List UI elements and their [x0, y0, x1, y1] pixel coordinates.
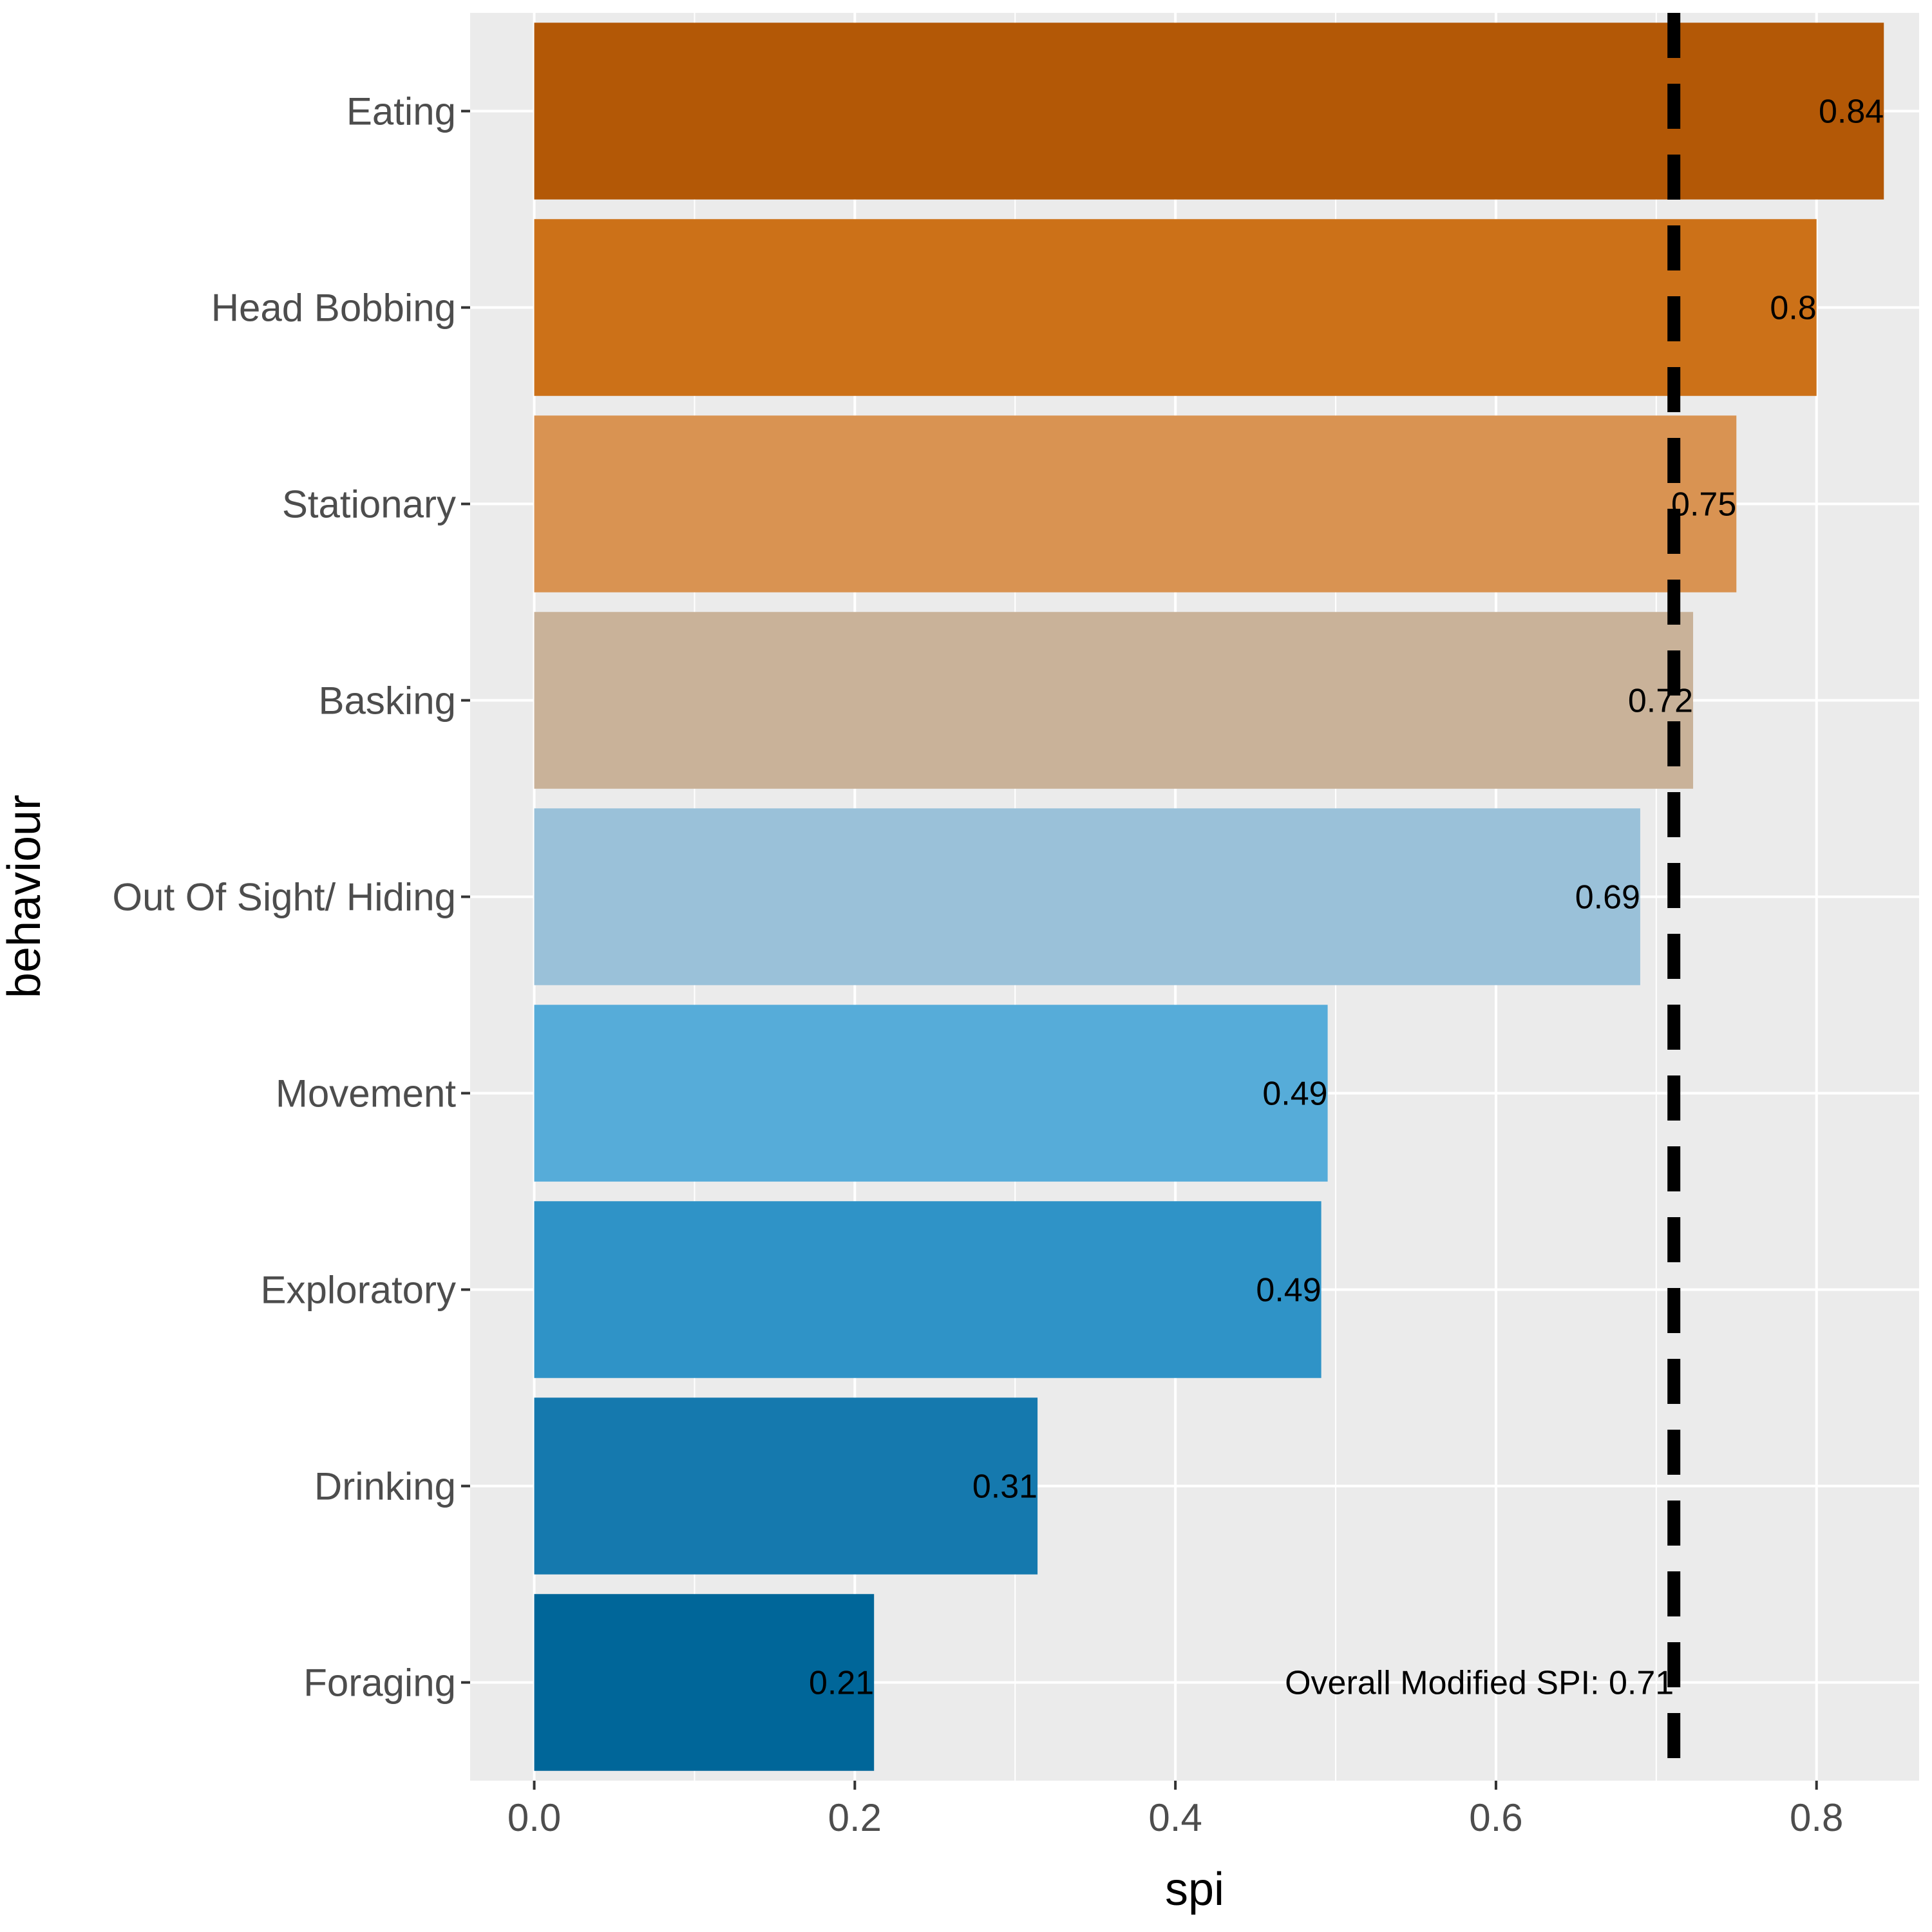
bar [534, 23, 1884, 200]
bar-value-label: 0.21 [809, 1665, 874, 1702]
y-tick-label: Out Of Sight/ Hiding [112, 876, 456, 919]
y-tick-label: Foraging [303, 1662, 456, 1705]
overall-spi-annotation: Overall Modified SPI: 0.71 [1285, 1665, 1674, 1702]
x-tick-label: 0.4 [1148, 1796, 1202, 1839]
x-axis: 0.0 0.2 0.4 0.6 0.8 [507, 1781, 1843, 1839]
bars [534, 23, 1884, 1771]
bar-value-label: 0.49 [1256, 1272, 1321, 1309]
bar [534, 1201, 1321, 1378]
y-tick-label: Head Bobbing [211, 287, 456, 330]
y-tick-label: Stationary [282, 483, 456, 526]
bar [534, 1594, 875, 1771]
bar-value-label: 0.72 [1628, 683, 1693, 720]
y-axis-title: behaviour [0, 795, 50, 998]
y-axis: Eating Head Bobbing Stationary Basking Out O… [112, 90, 470, 1705]
bar-value-label: 0.84 [1819, 93, 1884, 131]
y-tick-label: Eating [346, 90, 456, 133]
bar [534, 808, 1640, 985]
bar [534, 612, 1694, 789]
y-tick-label: Basking [319, 679, 456, 723]
bar [534, 1397, 1038, 1575]
x-tick-label: 0.2 [828, 1796, 882, 1839]
bar [534, 219, 1817, 396]
x-tick-label: 0.0 [507, 1796, 561, 1839]
y-tick-label: Drinking [314, 1465, 456, 1508]
bar [534, 1005, 1328, 1182]
bar-value-label: 0.69 [1575, 879, 1640, 916]
y-tick-label: Exploratory [261, 1269, 456, 1312]
bar [534, 415, 1737, 592]
bar-value-label: 0.75 [1671, 486, 1736, 524]
x-tick-label: 0.6 [1469, 1796, 1522, 1839]
bar-value-label: 0.49 [1262, 1075, 1327, 1113]
overall-spi-reference: Overall Modified SPI: 0.71 [1285, 13, 1681, 1781]
bar-value-labels: 0.84 0.8 0.75 0.72 0.69 0.49 0.49 0.31 0.21 [809, 93, 1884, 1702]
x-axis-title: spi [1165, 1864, 1224, 1915]
bar-value-label: 0.31 [972, 1468, 1037, 1506]
bar-value-label: 0.8 [1770, 290, 1816, 327]
y-tick-label: Movement [276, 1072, 456, 1115]
x-tick-label: 0.8 [1790, 1796, 1843, 1839]
